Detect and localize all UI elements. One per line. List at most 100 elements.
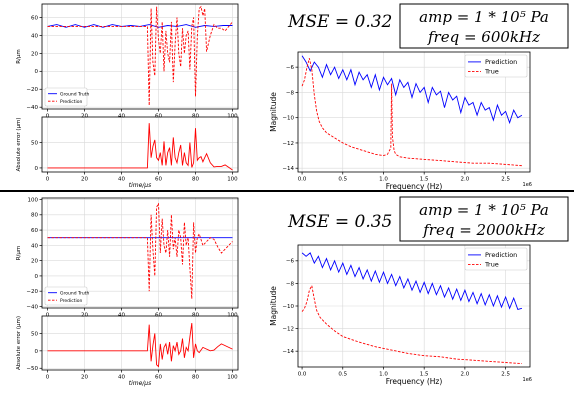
x-tick-label: 0 [46, 375, 50, 381]
y-tick-label: −6 [286, 65, 295, 71]
x-tick-label: 0.5 [338, 177, 347, 183]
y-tick-label: 20 [31, 259, 38, 265]
x-multiplier-label: 1e6 [523, 182, 532, 188]
legend-box [44, 87, 88, 107]
y-tick-label: −10 [282, 304, 294, 310]
plot-frame [41, 197, 239, 309]
y-tick-label: −12 [282, 141, 294, 147]
y-tick-label: −8 [286, 281, 295, 287]
y-tick-label: −6 [286, 259, 295, 265]
series-line-prediction [47, 5, 233, 106]
y-tick-label: −40 [26, 105, 38, 111]
x-tick-label: 20 [81, 375, 88, 381]
plot-frame [297, 51, 531, 173]
x-tick-label: 0.0 [298, 177, 307, 183]
legend-entry: Ground Truth [60, 290, 90, 296]
legend-entry: True [484, 261, 499, 269]
x-tick-label: 100 [227, 375, 238, 381]
mse-label-bottom: MSE = 0.35 [287, 212, 392, 232]
y-axis-label: R/μm [16, 246, 22, 261]
y-tick-label: −20 [26, 87, 38, 93]
y-axis-label: R/μm [16, 49, 22, 64]
plot-frame [41, 116, 239, 173]
x-tick-label: 2.5 [501, 177, 510, 183]
x-axis-label: time/μs [129, 182, 152, 189]
x-tick-label: 0.0 [298, 372, 307, 378]
x-tick-label: 1.0 [379, 177, 388, 183]
y-tick-label: 0 [35, 274, 39, 280]
y-tick-label: −40 [26, 304, 38, 310]
y-tick-label: −14 [282, 349, 294, 355]
legend-entry: Prediction [60, 99, 83, 105]
chart-3: 0 20 40 60 80 100 −40 −20 0 20 40 60 80 100 R/μm Ground… [16, 197, 239, 319]
chart-2: 0.0 0.5 1.0 1.5 2.0 2.5 −14 −12 −10 −8 −6 Magnitude… [269, 51, 532, 191]
charts-layer: 0 20 40 60 80 100 −40 −20 0 20 40 60 R/μm Ground Trut… [16, 3, 532, 387]
x-tick-label: 0 [46, 177, 50, 183]
series-line-true [301, 284, 522, 365]
param-box-bottom [399, 196, 569, 242]
x-tick-label: 2.0 [461, 177, 470, 183]
y-axis-label: Absolute error (μm) [16, 316, 22, 370]
x-tick-label: 100 [227, 177, 238, 183]
y-tick-label: −20 [26, 289, 38, 295]
legend: Prediction True [464, 54, 528, 78]
x-tick-label: 0 [46, 114, 50, 120]
legend: Ground Truth Prediction [44, 87, 90, 107]
y-tick-label: 50 [31, 140, 38, 146]
x-tick-label: 100 [227, 114, 238, 120]
x-tick-label: 60 [155, 114, 162, 120]
x-tick-label: 1.5 [420, 177, 429, 183]
x-tick-label: 80 [192, 177, 199, 183]
chart-0: 0 20 40 60 80 100 −40 −20 0 20 40 60 R/μm Ground Trut… [16, 3, 239, 120]
x-tick-label: 1.5 [420, 372, 429, 378]
y-axis-label: Magnitude [269, 92, 278, 132]
x-tick-label: 20 [81, 114, 88, 120]
chart-4: 0 20 40 60 80 100 −50 0 50 Absolute error (μm) tim… [16, 315, 239, 387]
legend-entry: Prediction [60, 298, 83, 304]
param-freq-top: freq = 600kHz [427, 28, 540, 46]
x-tick-label: 0 [46, 313, 50, 319]
param-freq-bottom: freq = 2000kHz [422, 221, 545, 239]
x-tick-label: 60 [155, 313, 162, 319]
x-tick-label: 40 [118, 177, 125, 183]
x-multiplier-label: 1e6 [523, 377, 532, 383]
y-tick-label: 100 [28, 197, 39, 203]
legend-box [44, 286, 88, 306]
series-line-prediction [301, 252, 523, 310]
param-box-top [399, 3, 569, 49]
param-amp-bottom: amp = 1 * 10⁵ Pa [419, 201, 549, 219]
x-tick-label: 80 [192, 375, 199, 381]
y-tick-label: 40 [31, 243, 38, 249]
legend-entry: Prediction [485, 251, 517, 259]
y-tick-label: −8 [286, 90, 295, 96]
x-axis-label: Frequency (Hz) [386, 182, 443, 191]
legend-entry: Prediction [485, 58, 517, 66]
x-axis-label: Frequency (Hz) [386, 377, 443, 386]
y-tick-label: 80 [31, 213, 38, 219]
y-tick-label: 0 [35, 349, 39, 355]
x-axis-label: time/μs [129, 380, 152, 387]
y-tick-label: 60 [31, 15, 38, 21]
y-tick-label: −10 [282, 116, 294, 122]
mse-label-top: MSE = 0.32 [287, 12, 392, 32]
series-line-prediction [301, 55, 523, 125]
legend-entry: True [484, 68, 499, 76]
x-tick-label: 20 [81, 313, 88, 319]
legend: Ground Truth Prediction [44, 286, 90, 306]
series-line-error [47, 322, 233, 368]
x-tick-label: 1.0 [379, 372, 388, 378]
legend-entry: Ground Truth [60, 91, 90, 97]
y-axis-label: Absolute error (μm) [16, 118, 22, 172]
param-amp-top: amp = 1 * 10⁵ Pa [419, 8, 549, 26]
x-tick-label: 2.0 [461, 372, 470, 378]
x-tick-label: 60 [155, 375, 162, 381]
y-tick-label: −14 [282, 166, 294, 172]
y-tick-label: 0 [35, 166, 39, 172]
x-tick-label: 80 [192, 114, 199, 120]
series-line-error [47, 123, 233, 171]
x-tick-label: 0.5 [338, 372, 347, 378]
x-tick-label: 100 [227, 313, 238, 319]
chart-5: 0.0 0.5 1.0 1.5 2.0 2.5 −14 −12 −10 −8 −6 Magnitude… [269, 244, 532, 386]
y-tick-label: 0 [35, 69, 39, 75]
